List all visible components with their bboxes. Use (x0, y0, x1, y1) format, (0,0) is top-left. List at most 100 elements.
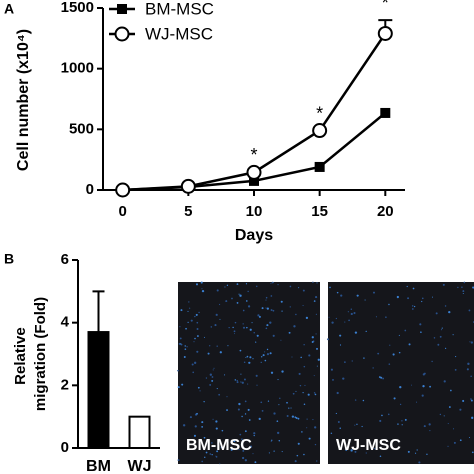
cell-dot (281, 370, 284, 373)
cell-dot (356, 423, 358, 425)
cell-dot (211, 379, 214, 382)
annotation: * (250, 145, 257, 165)
cell-dot (470, 398, 472, 400)
cell-dot (459, 408, 462, 411)
cell-dot (317, 358, 320, 361)
cell-dot (426, 453, 428, 455)
marker (312, 123, 328, 139)
cell-dot (401, 420, 403, 422)
cell-dot (303, 365, 306, 368)
cell-dot (467, 362, 470, 366)
cell-dot (226, 396, 228, 398)
cell-dot (297, 417, 300, 420)
cell-dot (314, 393, 317, 396)
cell-dot (365, 330, 367, 333)
cell-dot (226, 441, 229, 444)
cell-dot (406, 285, 408, 288)
cell-dot (315, 313, 317, 315)
cell-dot (397, 423, 399, 425)
y-tick-label: 500 (69, 120, 94, 137)
cell-dot (192, 371, 195, 374)
cell-dot (439, 413, 442, 416)
cell-dot (399, 386, 402, 389)
cell-dot (205, 451, 208, 454)
cell-dot (266, 324, 269, 327)
cell-dot (216, 450, 219, 453)
cell-dot (296, 454, 299, 457)
cell-dot (302, 304, 304, 307)
cell-dot (331, 321, 334, 324)
cell-dot (277, 284, 279, 286)
cell-dot (423, 372, 426, 375)
annotation: * (382, 0, 389, 13)
cell-dot (180, 309, 183, 312)
cell-dot (244, 400, 247, 403)
cell-dot (240, 381, 242, 383)
cell-dot (303, 453, 305, 456)
cell-dot (236, 381, 239, 384)
cell-dot (415, 401, 418, 403)
cell-dot (453, 441, 456, 444)
cell-dot (279, 397, 281, 400)
cell-dot (278, 404, 280, 406)
cell-dot (256, 334, 259, 337)
y-axis-label-line: migration (Fold) (32, 297, 49, 411)
cell-dot (234, 379, 237, 381)
cell-dot (350, 312, 353, 316)
cell-dot (447, 423, 449, 425)
cell-dot (256, 285, 258, 288)
y-tick-label: 0 (61, 439, 69, 456)
cell-dot (327, 338, 330, 341)
bar (87, 331, 110, 450)
cell-dot (269, 321, 272, 324)
cell-dot (349, 441, 351, 443)
cell-dot (308, 354, 311, 357)
y-tick-label: 1000 (61, 60, 94, 77)
cell-dot (248, 419, 251, 421)
x-tick-label: WJ (128, 458, 152, 474)
cell-dot (469, 437, 471, 439)
cell-dot (241, 415, 243, 418)
x-axis-label: Days (235, 227, 273, 244)
cell-dot (265, 327, 268, 330)
cell-dot (258, 315, 261, 318)
cell-dot (255, 341, 257, 343)
cell-dot (243, 361, 246, 363)
cell-dot (258, 417, 261, 420)
cell-dot (216, 345, 218, 347)
cell-dot (363, 357, 365, 359)
cell-dot (455, 355, 457, 358)
cell-dot (316, 365, 318, 367)
cell-dot (249, 445, 253, 448)
cell-dot (261, 307, 264, 310)
cell-dot (270, 282, 272, 284)
marker (377, 25, 393, 41)
y-axis-label: Cell number (x10⁴) (15, 29, 32, 171)
cell-dot (265, 307, 267, 309)
cell-dot (353, 311, 356, 315)
cell-dot (388, 363, 391, 365)
cell-dot (252, 358, 254, 360)
cell-dot (251, 322, 253, 324)
cell-dot (247, 408, 250, 411)
cell-dot (221, 429, 224, 432)
cell-dot (463, 281, 466, 284)
cell-dot (272, 334, 275, 337)
cell-dot (253, 434, 255, 437)
cell-dot (421, 300, 423, 303)
cell-dot (307, 393, 310, 396)
cell-dot (289, 285, 292, 288)
cell-dot (196, 412, 198, 415)
cell-dot (219, 351, 222, 354)
cell-dot (211, 453, 213, 456)
cell-dot (233, 330, 236, 333)
cell-dot (396, 295, 399, 299)
cell-dot (248, 361, 251, 364)
cell-dot (442, 283, 445, 286)
cell-dot (230, 448, 233, 451)
cell-dot (241, 439, 244, 442)
cell-dot (429, 385, 432, 388)
cell-dot (411, 308, 414, 310)
cell-dot (375, 316, 378, 318)
cell-dot (226, 409, 228, 411)
